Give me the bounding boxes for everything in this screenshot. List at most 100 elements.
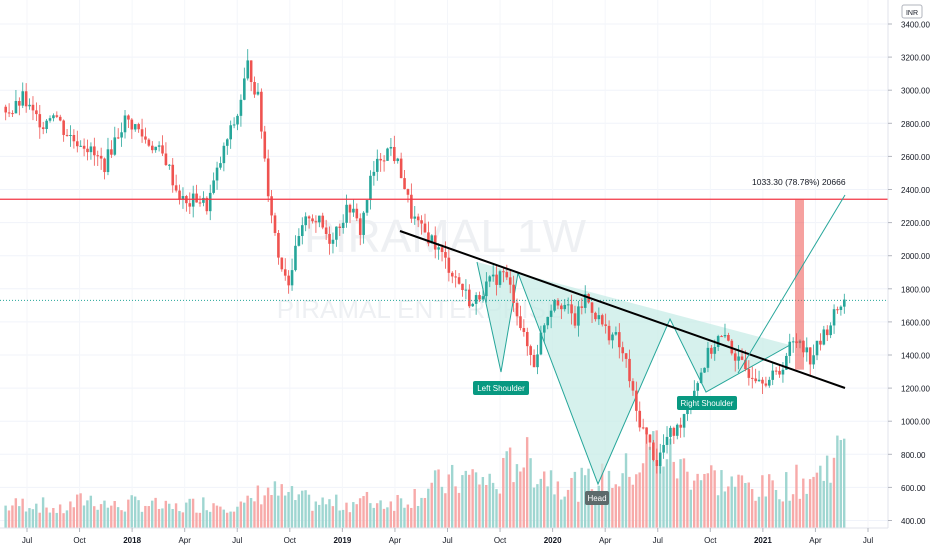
volume-bar: [144, 505, 147, 528]
volume-bar: [352, 502, 355, 528]
volume-bar: [515, 464, 519, 528]
candle-body: [253, 82, 256, 95]
candle-body: [52, 115, 55, 119]
candle-body: [665, 436, 669, 445]
volume-bar: [31, 509, 35, 528]
volume-bar: [508, 447, 512, 528]
volume-bar: [461, 475, 464, 528]
candle-body: [369, 175, 372, 201]
candle-body: [737, 356, 740, 361]
volume-bar: [195, 512, 198, 528]
volume-bar: [178, 511, 181, 528]
volume-bar: [174, 503, 178, 528]
candle-body: [382, 160, 386, 162]
candle-body: [580, 306, 584, 308]
candle-body: [365, 200, 369, 213]
candle-body: [566, 304, 570, 306]
candle-body: [140, 129, 144, 137]
volume-bar: [522, 467, 525, 528]
candle-body: [570, 304, 573, 314]
candle-body: [120, 132, 123, 138]
volume-bar: [652, 431, 655, 528]
candle-body: [641, 427, 645, 429]
candle-body: [604, 324, 607, 326]
volume-bar: [491, 482, 495, 528]
candle-body: [403, 178, 406, 190]
volume-bar: [140, 511, 144, 528]
time-axis[interactable]: Jul Oct 2018 Apr Jul Oct 2019 Apr Jul Oct 2020 Apr J…: [0, 527, 932, 550]
price-tick-label: 800.00: [901, 451, 926, 460]
candle-body: [525, 331, 529, 347]
candle-body: [277, 232, 280, 258]
volume-bar: [348, 512, 352, 528]
volume-bar: [682, 458, 686, 528]
candle-body: [314, 221, 318, 223]
measurement-label: 1033.30 (78.78%) 20666: [752, 177, 846, 187]
candle-body: [716, 336, 720, 347]
candle-body: [283, 269, 287, 276]
volume-bar: [328, 499, 331, 528]
candle-body: [416, 216, 420, 221]
candle-body: [335, 226, 338, 240]
head-shoulders-pattern[interactable]: [476, 261, 791, 486]
volume-bar: [311, 510, 314, 528]
volume-bar: [225, 512, 229, 528]
price-tick-label: 1600.00: [901, 318, 930, 327]
candle-body: [468, 289, 471, 307]
volume-bar: [604, 492, 607, 528]
candle-body: [505, 272, 509, 278]
candle-body: [31, 104, 35, 111]
volume-bar: [154, 497, 157, 528]
candle-body: [157, 145, 161, 147]
candle-body: [778, 370, 781, 375]
candle-body: [447, 257, 451, 273]
volume-bar: [546, 486, 549, 528]
volume-bar: [304, 490, 307, 528]
volume-bar: [580, 467, 583, 528]
volume-bar: [86, 500, 89, 528]
price-tick-label: 1200.00: [901, 385, 930, 394]
volume-bar: [263, 495, 266, 528]
volume-bar: [727, 486, 730, 528]
volume-bar: [219, 506, 222, 528]
volume-bar: [842, 438, 846, 528]
volume-bar: [669, 438, 672, 528]
volume-bar: [386, 507, 389, 528]
price-axis[interactable]: 400.00 600.00 800.00 1000.00 1200.00 1400.00 1…: [887, 0, 932, 550]
candle-body: [675, 424, 679, 436]
volume-bar: [416, 505, 420, 528]
candle-body: [696, 383, 700, 391]
candle-body: [263, 131, 267, 159]
volume-bar: [239, 501, 243, 528]
volume-bar: [802, 478, 805, 528]
candle-body: [75, 141, 79, 147]
candle-body: [324, 227, 328, 234]
drawings[interactable]: 2341.251729.9512.557M1033.30 (78.78%) 20…: [0, 177, 932, 505]
volume-bar: [430, 482, 433, 528]
volume-bar: [185, 502, 188, 528]
volume-bar: [808, 479, 812, 528]
volume-bar: [774, 490, 778, 528]
candle-body: [208, 192, 212, 212]
candle-body: [491, 274, 495, 277]
pattern-label-bg: [677, 396, 737, 410]
candle-body: [215, 167, 219, 181]
candle-body: [829, 325, 832, 336]
volume-bar: [505, 451, 508, 528]
candle-body: [781, 369, 785, 375]
candle-body: [21, 91, 25, 106]
candle-body: [79, 145, 82, 147]
candle-body: [345, 204, 348, 223]
candle-body: [600, 315, 604, 325]
volume-bar: [280, 484, 283, 528]
candle-body: [144, 136, 147, 140]
candle-body: [515, 302, 519, 317]
candle-body: [410, 194, 413, 219]
volume-bar: [832, 457, 836, 528]
volume-bar: [525, 437, 529, 528]
candle-body: [161, 145, 164, 154]
pattern-label: Head: [587, 494, 606, 503]
volume-bar: [815, 472, 819, 528]
